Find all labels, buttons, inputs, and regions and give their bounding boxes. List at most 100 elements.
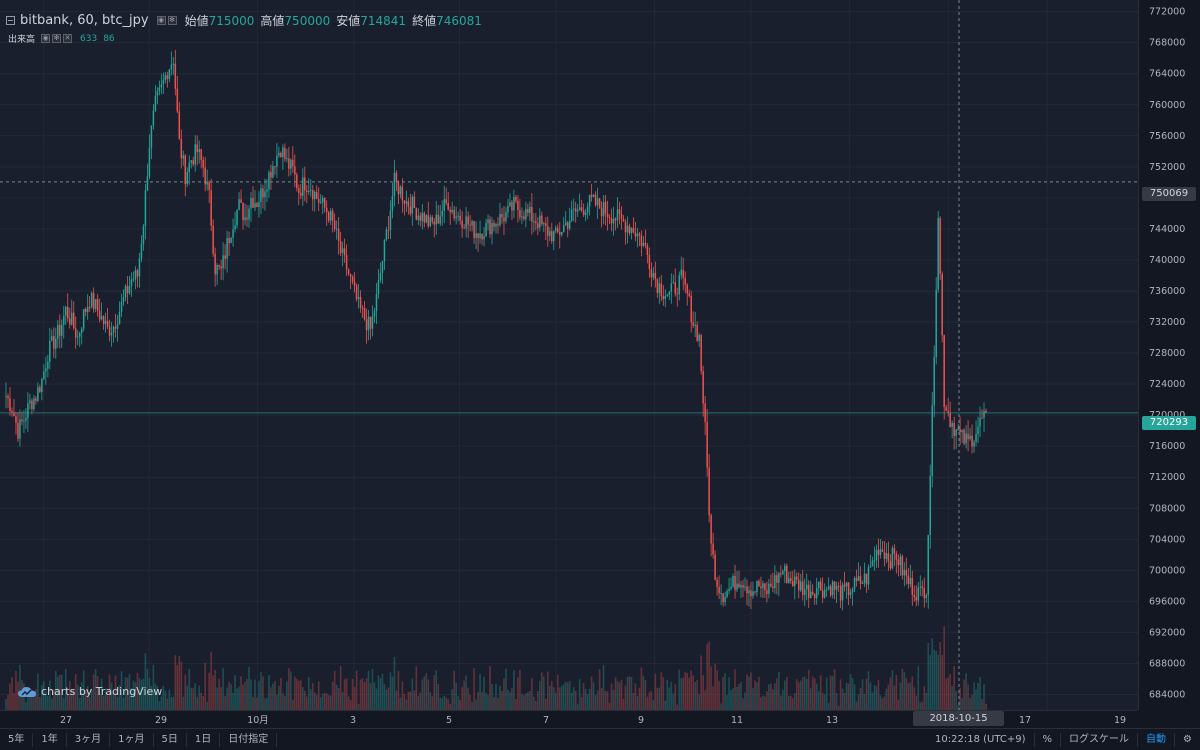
candle-body — [365, 319, 368, 331]
candle-body — [128, 285, 131, 294]
candle-body — [312, 190, 314, 200]
candlestick-series[interactable] — [5, 49, 987, 611]
volume-bar — [927, 643, 930, 710]
candle-body — [78, 333, 81, 337]
volume-bar — [298, 680, 300, 710]
collapse-icon[interactable] — [6, 16, 15, 25]
candle-body — [421, 212, 424, 221]
candle-body — [947, 410, 949, 414]
candle-body — [509, 202, 511, 206]
volume-bar — [457, 696, 459, 710]
symbol-title[interactable]: bitbank, 60, btc_jpy — [20, 13, 149, 28]
volume-bar — [795, 679, 798, 710]
percent-scale-button[interactable]: % — [1033, 732, 1061, 747]
settings-gear-icon[interactable]: ⚙ — [1174, 732, 1200, 747]
volume-bar — [949, 674, 951, 710]
candle-body — [395, 172, 398, 182]
volume-bar — [953, 666, 955, 710]
candle-body — [955, 429, 957, 436]
candle-body — [628, 225, 631, 233]
volume-bar — [166, 698, 169, 710]
candle-body — [198, 149, 200, 153]
time-axis[interactable]: 27 29 10月 3 5 7 9 11 13 17 19 — [0, 710, 1138, 728]
volume-bar — [865, 678, 868, 710]
volume-bar — [68, 680, 71, 710]
candle-body — [620, 213, 623, 219]
volume-bar — [620, 679, 623, 710]
candle-body — [481, 233, 483, 240]
candle-body — [794, 576, 796, 587]
volume-bars — [5, 626, 987, 710]
volume-bar — [270, 687, 272, 710]
candle-body — [497, 224, 499, 226]
volume-bar — [290, 671, 292, 710]
chart-plot-area[interactable] — [0, 0, 1138, 710]
volume-bar — [985, 703, 987, 710]
volume-label[interactable]: 出来高 — [8, 35, 36, 45]
candle-body — [222, 255, 224, 269]
candle-body — [323, 197, 326, 208]
price-chart[interactable] — [0, 0, 1138, 710]
volume-bar — [309, 689, 312, 710]
volume-bar — [461, 686, 463, 710]
close-icon[interactable]: ✕ — [63, 34, 73, 43]
volume-bar — [477, 691, 479, 710]
range-1d-button[interactable]: 1日 — [187, 732, 221, 747]
range-1y-button[interactable]: 1年 — [33, 732, 67, 747]
candle-body — [541, 215, 543, 225]
candle-body — [238, 199, 240, 211]
volume-bar — [371, 668, 374, 710]
volume-bar — [630, 676, 633, 710]
volume-bar — [70, 689, 73, 710]
candle-body — [286, 158, 288, 160]
candle-body — [971, 435, 973, 447]
eye-icon[interactable]: ◉ — [156, 16, 166, 25]
volume-bar — [184, 674, 187, 710]
candle-body — [53, 336, 55, 349]
candle-body — [43, 371, 45, 380]
goto-date-button[interactable]: 日付指定 — [220, 732, 278, 747]
tradingview-watermark[interactable]: charts by TradingView — [18, 685, 162, 698]
volume-bar — [780, 695, 782, 710]
candle-body — [630, 227, 633, 233]
volume-bar — [829, 675, 832, 710]
volume-bar — [393, 656, 396, 710]
log-scale-button[interactable]: ログスケール — [1060, 732, 1137, 747]
range-3m-button[interactable]: 3ヶ月 — [67, 732, 111, 747]
candle-body — [957, 429, 959, 431]
volume-bar — [31, 691, 33, 710]
candle-body — [491, 223, 493, 235]
volume-bar — [714, 663, 716, 710]
candle-body — [584, 212, 587, 215]
volume-bar — [174, 655, 177, 710]
time-tick-label: 29 — [155, 715, 167, 726]
volume-bar — [877, 679, 880, 710]
candle-body — [678, 275, 681, 295]
candle-body — [194, 144, 196, 165]
auto-scale-button[interactable]: 自動 — [1137, 732, 1174, 747]
time-tick-label: 10月 — [247, 715, 269, 726]
bottom-right-controls: 10:22:18 (UTC+9) % ログスケール 自動 ⚙ — [927, 729, 1200, 750]
eye-icon[interactable]: ◉ — [41, 34, 51, 43]
candle-body — [985, 410, 987, 413]
candle-body — [104, 320, 107, 324]
volume-bar — [23, 683, 25, 710]
volume-bar — [750, 672, 752, 710]
volume-bar — [670, 681, 673, 710]
range-5d-button[interactable]: 5日 — [154, 732, 187, 747]
price-axis[interactable]: 684000 688000 692000 696000 700000 704000 7080… — [1138, 0, 1200, 710]
volume-bar — [144, 653, 147, 710]
candle-body — [413, 196, 416, 208]
volume-bar — [580, 697, 583, 710]
volume-bar — [373, 682, 376, 710]
candle-body — [782, 571, 784, 575]
candle-body — [640, 235, 643, 247]
range-1m-button[interactable]: 1ヶ月 — [110, 732, 154, 747]
gear-icon[interactable]: ✻ — [52, 34, 62, 43]
volume-bar — [35, 689, 37, 710]
volume-bar — [756, 682, 758, 710]
volume-bar — [648, 692, 651, 710]
volume-bar — [202, 696, 204, 710]
range-5y-button[interactable]: 5年 — [0, 732, 34, 747]
gear-icon[interactable]: ✻ — [167, 16, 177, 25]
